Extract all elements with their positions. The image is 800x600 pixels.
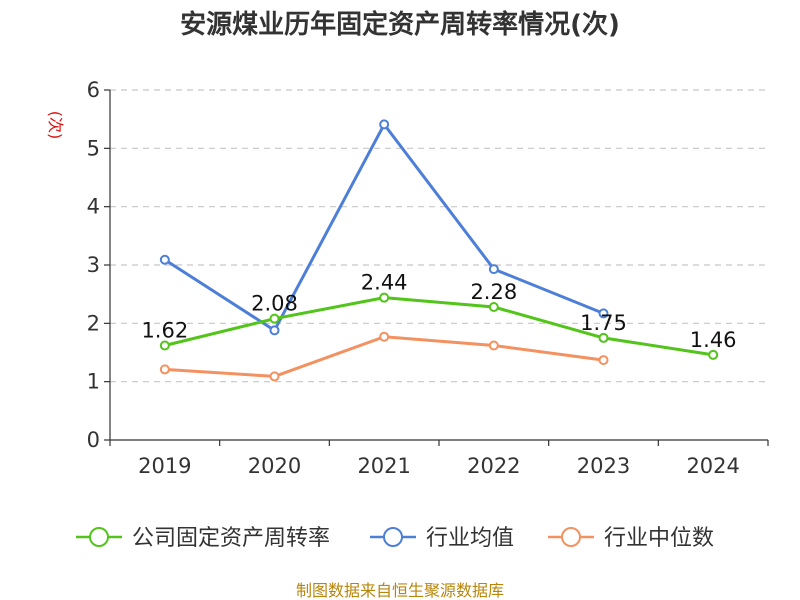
y-tick-label: 2 — [87, 311, 100, 335]
data-point — [269, 371, 280, 382]
source-note: 制图数据来自恒生聚源数据库 — [296, 581, 504, 600]
legend-marker — [383, 527, 403, 547]
series-line — [164, 335, 604, 378]
axes: 0 1 2 3 4 5 6 2019 2020 2021 2022 2023 2024 — [87, 78, 769, 478]
legend-marker — [561, 527, 581, 547]
data-point — [379, 292, 390, 303]
x-tick-label: 2024 — [686, 454, 739, 478]
legend-marker — [89, 527, 109, 547]
x-tick-label: 2020 — [248, 454, 301, 478]
data-point — [379, 119, 390, 130]
data-point — [598, 355, 609, 366]
data-point — [488, 340, 499, 351]
data-point — [708, 349, 719, 360]
data-label: 1.75 — [580, 311, 627, 335]
data-point — [159, 364, 170, 375]
y-tick-label: 0 — [87, 428, 100, 452]
x-tick-label: 2021 — [357, 454, 410, 478]
data-point — [598, 332, 609, 343]
y-axis-label: (次) — [46, 111, 65, 140]
y-tick-label: 5 — [87, 136, 100, 160]
data-point — [488, 264, 499, 275]
legend-label: 行业中位数 — [604, 526, 714, 551]
legend[interactable]: 公司固定资产周转率 行业均值 行业中位数 — [76, 526, 714, 551]
data-label: 1.62 — [141, 319, 188, 343]
data-label: 2.08 — [251, 292, 298, 316]
data-point — [159, 254, 170, 265]
chart-title: 安源煤业历年固定资产周转率情况(次) — [180, 9, 620, 40]
data-label: 1.46 — [690, 328, 737, 352]
data-label: 2.44 — [361, 271, 408, 295]
grid-lines — [110, 89, 768, 383]
y-tick-label: 1 — [87, 370, 100, 394]
data-labels: 1.62 2.08 2.44 2.28 1.75 1.46 — [141, 271, 736, 352]
x-tick-label: 2019 — [138, 454, 191, 478]
data-point — [488, 302, 499, 312]
series-group — [159, 119, 719, 382]
y-tick-label: 3 — [87, 253, 100, 277]
y-tick-label: 4 — [87, 195, 100, 219]
data-label: 2.28 — [470, 280, 517, 304]
legend-label: 公司固定资产周转率 — [132, 526, 330, 551]
x-tick-label: 2022 — [467, 454, 520, 478]
x-tick-label: 2023 — [577, 454, 630, 478]
data-point — [598, 308, 609, 319]
data-point — [159, 340, 170, 351]
legend-label: 行业均值 — [426, 526, 514, 551]
series-line — [164, 296, 714, 357]
data-point — [269, 313, 280, 324]
y-tick-label: 6 — [87, 78, 100, 102]
data-point — [269, 325, 280, 336]
data-point — [379, 331, 390, 342]
